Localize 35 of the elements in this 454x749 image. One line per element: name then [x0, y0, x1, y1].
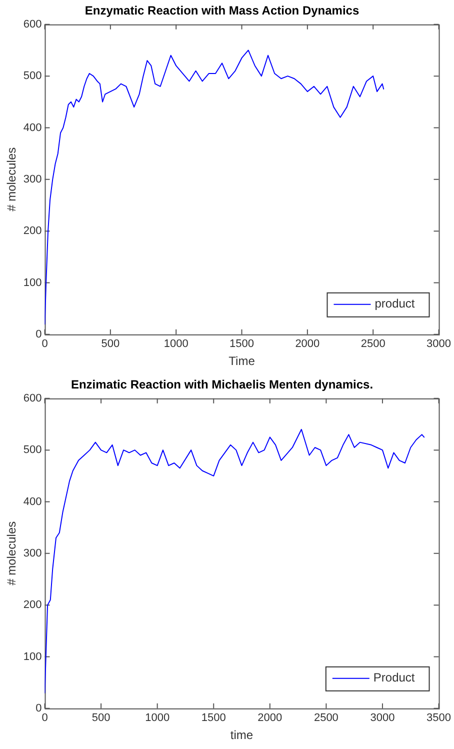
x-tick-label: 2500 — [360, 338, 386, 350]
y-tick-label: 300 — [23, 547, 42, 560]
y-tick-label: 0 — [36, 702, 42, 714]
y-tick-label: 600 — [23, 392, 42, 404]
y-tick-label: 500 — [23, 444, 42, 456]
x-tick-label: 3500 — [426, 712, 452, 724]
y-tick-label: 500 — [23, 70, 42, 82]
x-tick-label: 3000 — [426, 338, 452, 350]
y-tick-label: 200 — [23, 599, 42, 612]
y-axis-title: # molecules — [4, 147, 19, 212]
x-tick-label: 2000 — [258, 712, 282, 724]
chart-title: Enzimatic Reaction with Michaelis Menten dynamics. — [70, 378, 374, 392]
y-tick-label: 100 — [23, 650, 42, 663]
y-tick-label: 0 — [36, 328, 42, 340]
y-tick-label: 600 — [23, 18, 42, 30]
x-tick-label: 1500 — [230, 338, 254, 350]
y-tick-label: 200 — [23, 225, 42, 238]
x-axis-title: Time — [228, 354, 256, 368]
legend-label: product — [374, 296, 416, 311]
x-tick-label: 500 — [92, 712, 110, 724]
x-tick-label: 1000 — [145, 712, 170, 724]
chart-title: Enzymatic Reaction with Mass Action Dynamics — [84, 4, 360, 18]
x-tick-label: 500 — [101, 338, 120, 350]
y-tick-label: 400 — [23, 496, 42, 508]
x-tick-label: 2500 — [314, 712, 338, 724]
y-axis-title: # molecules — [4, 521, 19, 586]
x-tick-label: 3000 — [370, 712, 395, 724]
x-tick-label: 1500 — [201, 712, 226, 724]
y-tick-label: 300 — [23, 173, 42, 186]
x-tick-label: 2000 — [295, 338, 320, 350]
x-tick-label: 1000 — [164, 338, 188, 350]
legend-label: Product — [373, 670, 416, 685]
x-axis-title: time — [230, 728, 254, 742]
y-tick-label: 100 — [23, 276, 42, 289]
y-tick-label: 400 — [23, 122, 42, 134]
